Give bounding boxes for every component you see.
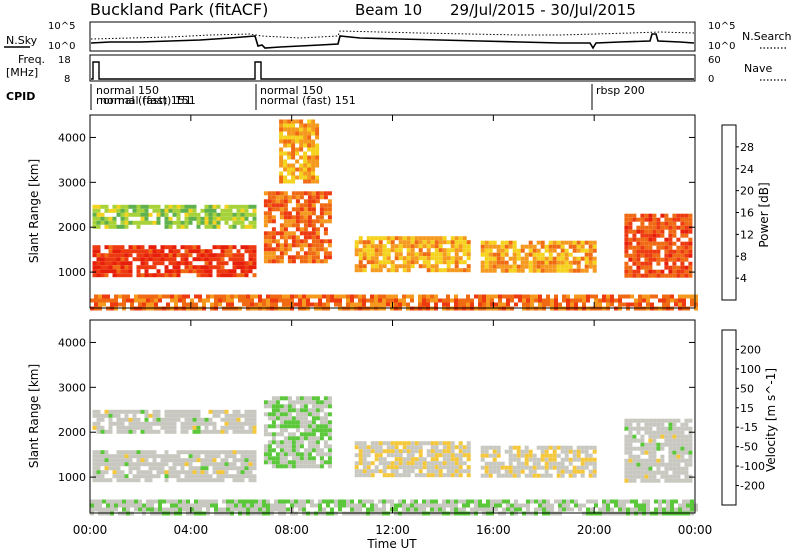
nsky-panel-frame <box>89 21 696 52</box>
cpid-annotation: rbsp 200 <box>596 84 645 97</box>
velocity-heatmap <box>90 396 698 516</box>
colorbar-tick-label: -50 <box>740 441 758 454</box>
colorbar-tick-label: 15 <box>740 402 754 415</box>
power-colorbar: 28 24 20 16 12 8 4 <box>721 124 754 301</box>
power-colorbar-label: Power [dB] <box>757 182 771 247</box>
x-tick-label: 08:00 <box>274 523 309 537</box>
nsearch-trace <box>90 30 695 40</box>
colorbar-tick-label: 50 <box>740 382 754 395</box>
colorbar-tick-label: -100 <box>740 460 765 473</box>
x-tick-label: 00:00 <box>73 523 108 537</box>
freq-tick-bottom: 8 <box>64 74 70 85</box>
y-tick-label: 3000 <box>58 381 86 394</box>
y-tick-label: 2000 <box>58 426 86 439</box>
colorbar-tick-label: 12 <box>740 228 754 241</box>
x-tick-label: 00:00 <box>678 523 713 537</box>
cpid-annotation: normal 150 <box>96 84 159 97</box>
y-tick-label: 4000 <box>58 336 86 349</box>
colorbar-tick-label: -15 <box>740 421 758 434</box>
heatmap-region <box>279 119 320 184</box>
nave-tick-bottom: 0 <box>708 74 714 85</box>
velocity-colorbar: 200 100 50 15 -15 -50 -100 -200 <box>721 329 765 506</box>
y-tick-label: 2000 <box>58 221 86 234</box>
y-tick-label: 1000 <box>58 266 86 279</box>
velocity-colorbar-label: Velocity [m s^-1] <box>764 368 778 472</box>
cpid-annotation: normal 150 <box>260 84 323 97</box>
nsky-tick-bottom: 10^0 <box>48 41 75 52</box>
nave-tick-top: 60 <box>708 55 721 66</box>
cpid-annotation: normal (fast) 151 <box>100 94 196 107</box>
heatmap-region <box>354 236 471 273</box>
colorbar-tick-label: 16 <box>740 207 754 220</box>
x-tick-label: 20:00 <box>577 523 612 537</box>
nave-label: Nave <box>744 62 772 75</box>
colorbar-tick-label: 28 <box>740 141 754 154</box>
y-tick-label: 3000 <box>58 176 86 189</box>
heatmap-region <box>92 204 257 229</box>
beam-label: Beam 10 <box>355 1 422 19</box>
colorbar-tick-label: 8 <box>740 250 747 263</box>
freq-panel-frame <box>89 54 696 82</box>
colorbar-tick-label: -200 <box>740 480 765 493</box>
heatmap-region <box>263 396 332 469</box>
colorbar-frame <box>721 329 737 506</box>
x-tick-label: 12:00 <box>375 523 410 537</box>
nsearch-label: N.Search <box>742 30 792 43</box>
freq-unit: [MHz] <box>6 66 38 79</box>
velocity-y-ticks: 1000 2000 3000 4000 <box>58 336 695 484</box>
power-y-ticks: 1000 2000 3000 4000 <box>58 131 695 279</box>
nsearch-tick-bottom: 10^0 <box>708 41 735 52</box>
heatmap-region <box>624 213 693 278</box>
cpid-annotation: normal (fast) 151 <box>96 94 192 107</box>
heatmap-region <box>92 409 257 434</box>
heatmap-region <box>480 240 597 273</box>
power-heatmap <box>90 119 698 311</box>
colorbar-frame <box>721 124 737 301</box>
heatmap-region <box>480 445 597 478</box>
nsky-trace <box>90 33 695 50</box>
time-x-ticks: 00:00 04:00 08:00 12:00 16:00 20:00 00:00 <box>73 115 713 537</box>
colorbar-tick-label: 4 <box>740 272 747 285</box>
y-tick-label: 4000 <box>58 131 86 144</box>
heatmap-region <box>354 441 471 478</box>
power-ylabel: Slant Range [km] <box>27 159 41 263</box>
freq-label: Freq. <box>18 53 45 66</box>
heatmap-region <box>263 191 332 264</box>
heatmap-region <box>92 245 257 278</box>
x-tick-label: 16:00 <box>476 523 511 537</box>
x-tick-label: 04:00 <box>174 523 209 537</box>
nsearch-tick-top: 10^5 <box>708 21 735 32</box>
cpid-label: CPID <box>6 90 35 103</box>
colorbar-tick-label: 200 <box>740 343 761 356</box>
colorbar-tick-label: 20 <box>740 185 754 198</box>
date-range: 29/Jul/2015 - 30/Jul/2015 <box>450 1 636 19</box>
freq-trace <box>91 61 694 80</box>
freq-tick-top: 18 <box>58 55 71 66</box>
cpid-annotation: normal (fast) 151 <box>260 94 356 107</box>
time-xlabel: Time UT <box>366 537 417 551</box>
velocity-ylabel: Slant Range [km] <box>27 364 41 468</box>
heatmap-region <box>624 418 693 483</box>
plot-title: Buckland Park (fitACF) <box>90 0 268 19</box>
heatmap-region <box>92 450 257 483</box>
colorbar-tick-label: 100 <box>740 363 761 376</box>
nsky-tick-top: 10^5 <box>48 21 75 32</box>
nsky-label: N.Sky <box>6 34 38 47</box>
colorbar-tick-label: 24 <box>740 163 754 176</box>
y-tick-label: 1000 <box>58 471 86 484</box>
